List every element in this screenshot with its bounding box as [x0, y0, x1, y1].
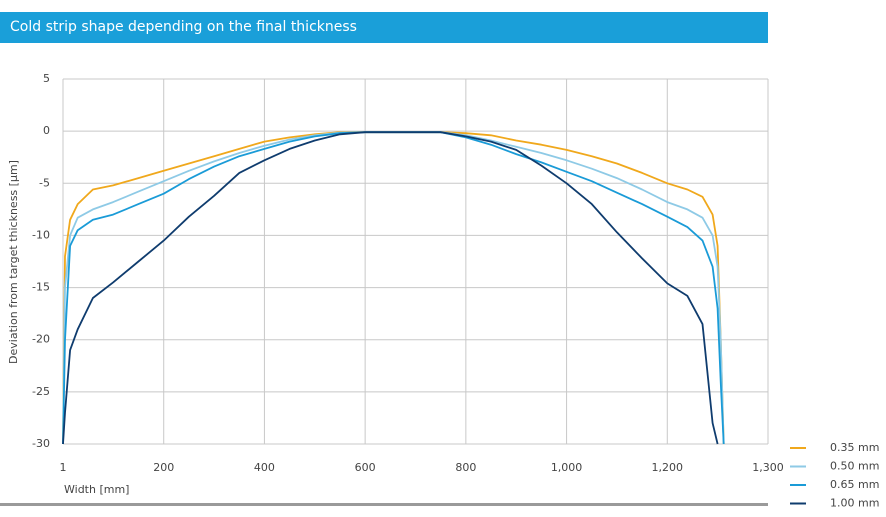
footer-bar: [0, 503, 768, 506]
y-tick-label: 0: [43, 124, 50, 137]
y-axis-label: Deviation from target thickness [µm]: [7, 160, 20, 364]
x-axis-label: Width [mm]: [64, 483, 129, 496]
x-tick-label: 1,000: [551, 461, 583, 474]
legend-label: 1.00 mm: [830, 497, 879, 510]
legend-label: 0.50 mm: [830, 460, 879, 473]
x-tick-label: 1,200: [652, 461, 684, 474]
y-tick-label: 5: [43, 72, 50, 85]
x-tick-label: 400: [254, 461, 275, 474]
y-tick-label: -30: [32, 437, 50, 450]
line-series: [62, 131, 725, 445]
line-series: [62, 131, 725, 445]
y-tick-label: -20: [32, 333, 50, 346]
y-tick-label: -5: [39, 176, 50, 189]
x-tick-label: 1,300: [752, 461, 784, 474]
chart-title: Cold strip shape depending on the final …: [0, 12, 768, 43]
line-series: [62, 131, 725, 445]
legend-label: 0.65 mm: [830, 478, 879, 491]
x-tick-label: 600: [355, 461, 376, 474]
y-tick-label: -25: [32, 385, 50, 398]
y-tick-label: -10: [32, 228, 50, 241]
x-tick-label: 800: [455, 461, 476, 474]
legend-label: 0.35 mm: [830, 441, 879, 454]
x-tick-label: 1: [60, 461, 67, 474]
line-series: [62, 131, 719, 445]
y-tick-label: -15: [32, 281, 50, 294]
x-tick-label: 200: [153, 461, 174, 474]
